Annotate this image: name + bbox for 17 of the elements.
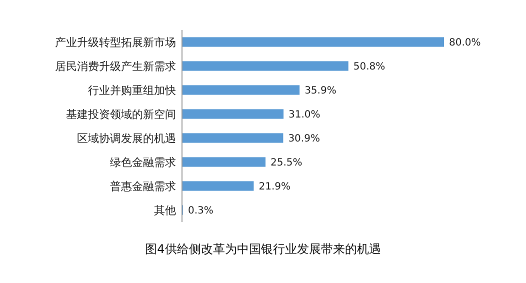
data-label: 21.9% bbox=[258, 182, 291, 192]
data-label: 31.0% bbox=[288, 110, 320, 120]
y-tick-label: 其他 bbox=[154, 204, 176, 217]
y-tick-label: 产业升级转型拓展新市场 bbox=[55, 36, 176, 49]
y-tick-label: 基建投资领域的新空间 bbox=[66, 108, 176, 121]
data-label: 25.5% bbox=[270, 158, 302, 168]
text: 图4供给侧改革为中国银行业发展带来的机遇 bbox=[145, 242, 381, 256]
y-tick-label: 区域协调发展的机遇 bbox=[77, 132, 176, 145]
y-tick-label: 绿色金融需求 bbox=[110, 156, 176, 169]
y-tick-label: 普惠金融需求 bbox=[110, 180, 176, 193]
y-tick-label: 行业并购重组加快 bbox=[88, 84, 176, 97]
data-label: 30.9% bbox=[288, 134, 320, 144]
data-label: 0.3% bbox=[188, 206, 214, 216]
y-tick-label: 居民消费升级产生新需求 bbox=[55, 60, 176, 73]
data-label: 35.9% bbox=[304, 86, 336, 96]
data-label: 80.0% bbox=[449, 38, 481, 48]
data-label: 50.8% bbox=[353, 62, 386, 72]
